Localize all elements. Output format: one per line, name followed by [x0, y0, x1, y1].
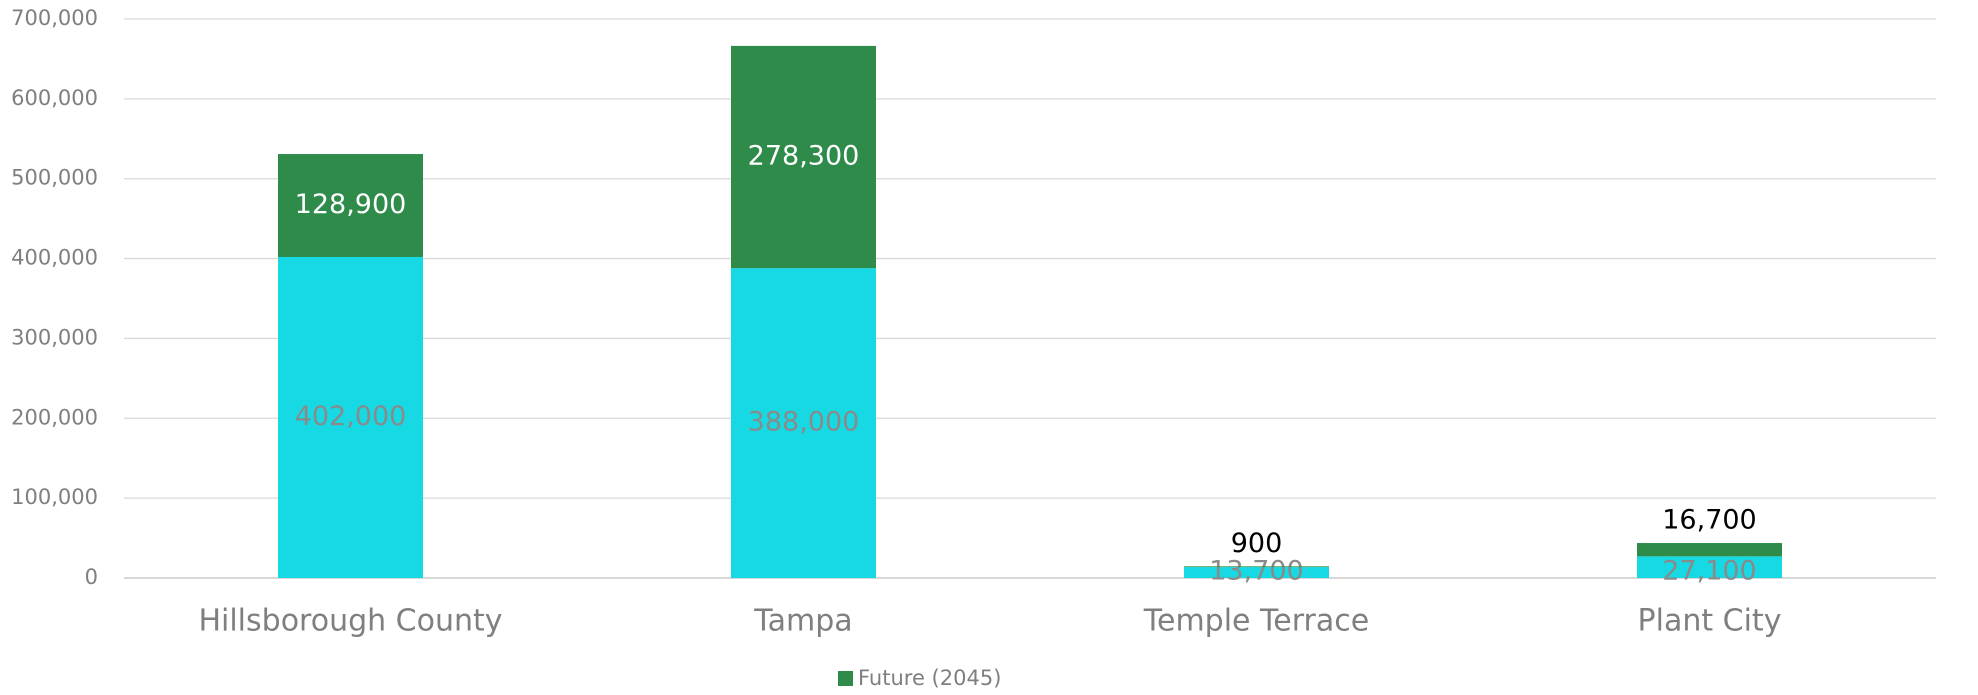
data-label: 13,700: [1209, 556, 1303, 587]
bar-segment: [1637, 543, 1782, 557]
x-tick-label: Hillsborough County: [198, 604, 502, 639]
y-tick-label: 200,000: [11, 405, 98, 429]
bar-segment: [731, 45, 876, 269]
y-tick-label: 0: [85, 565, 98, 589]
y-tick-label: 700,000: [11, 6, 98, 30]
bar-segment: [731, 268, 876, 578]
x-tick-label: Tampa: [753, 604, 852, 639]
data-label: 128,900: [295, 189, 407, 220]
data-label: 402,000: [295, 401, 407, 432]
data-label: 16,700: [1662, 505, 1756, 536]
y-tick-label: 400,000: [11, 246, 98, 270]
y-tick-label: 300,000: [11, 325, 98, 349]
bar-segment: [1637, 556, 1782, 578]
data-label: 27,100: [1662, 556, 1756, 587]
y-tick-label: 500,000: [11, 166, 98, 190]
bar-segment: [278, 154, 423, 257]
bar-segment: [278, 256, 423, 578]
legend-label: Future (2045): [858, 666, 1001, 690]
legend-swatch: [838, 671, 853, 686]
data-label: 900: [1231, 528, 1283, 559]
bar-segment: [1184, 566, 1329, 568]
y-tick-label: 100,000: [11, 485, 98, 509]
y-tick-label: 600,000: [11, 86, 98, 110]
bar-segment: [1184, 567, 1329, 578]
data-label: 388,000: [748, 407, 860, 438]
data-label: 278,300: [748, 141, 860, 172]
x-tick-label: Temple Terrace: [1143, 604, 1369, 639]
x-tick-label: Plant City: [1638, 604, 1782, 639]
